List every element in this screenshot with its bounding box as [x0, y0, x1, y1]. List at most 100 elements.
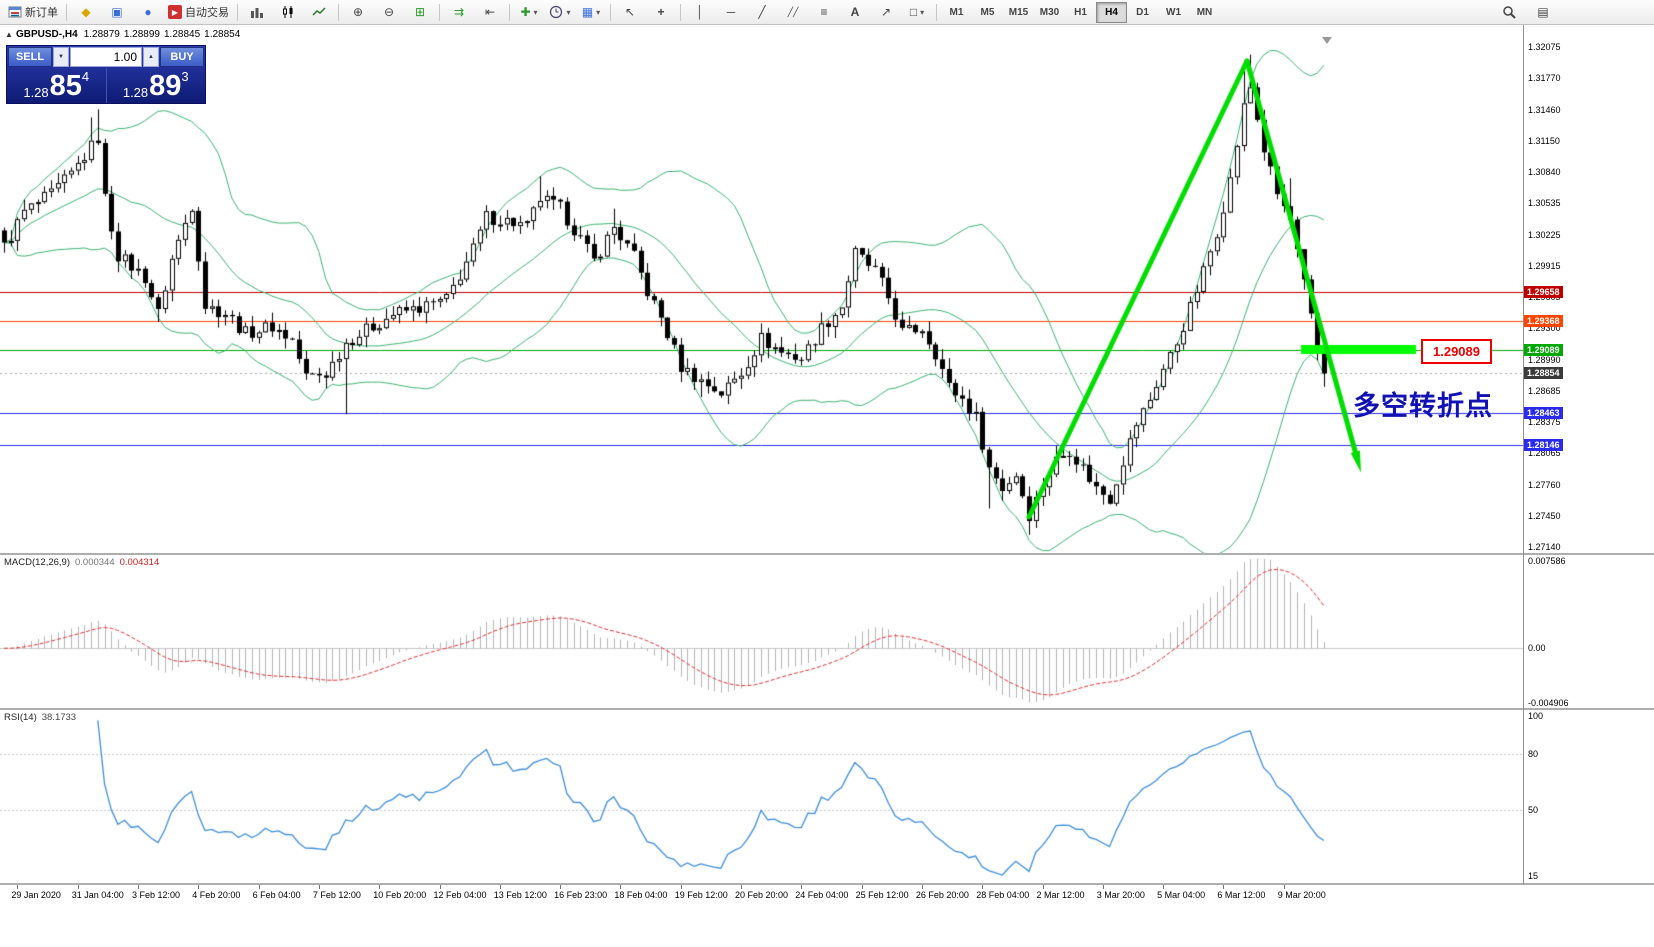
sell-price-big: 85 [49, 70, 82, 102]
data-window-icon: ▤ [1537, 5, 1549, 19]
arrow-tool-icon: ↗ [880, 5, 892, 19]
time-label: 4 Feb 20:00 [192, 890, 241, 900]
line-chart-button[interactable] [304, 1, 334, 24]
panel-separator[interactable] [0, 708, 1654, 710]
timeframe-m1[interactable]: M1 [949, 6, 964, 18]
price-line-tag: 1.29368 [1524, 315, 1563, 328]
auto-scroll-button[interactable]: ⇉ [444, 1, 474, 24]
macd-name: MACD(12,26,9) [4, 557, 70, 568]
time-label: 2 Mar 12:00 [1036, 890, 1085, 900]
terminal-button[interactable]: ▣ [102, 1, 132, 24]
trendline-icon: ╱ [758, 5, 766, 19]
time-label: 3 Mar 20:00 [1096, 890, 1145, 900]
text-tool-icon: A [850, 5, 860, 19]
time-tick-mark [318, 885, 320, 889]
time-tick-mark [499, 885, 501, 889]
price-tick: 1.27760 [1528, 479, 1561, 490]
data-window-button[interactable]: ▤ [1528, 1, 1558, 24]
new-order-label: 新订单 [25, 7, 58, 19]
candlestick-button[interactable] [273, 1, 303, 24]
close-value: 1.28854 [204, 29, 241, 40]
price-tick: 1.27450 [1528, 510, 1561, 521]
panel-separator[interactable] [0, 553, 1654, 555]
volume-input[interactable] [70, 47, 142, 67]
main-chart-canvas[interactable] [0, 25, 1523, 555]
buy-price-sup: 3 [181, 69, 189, 84]
horizontal-line-button[interactable]: ─ [716, 1, 746, 24]
bar-chart-icon [251, 8, 263, 18]
rsi-level: 80 [1528, 748, 1539, 759]
buy-button[interactable]: BUY [160, 47, 204, 67]
crosshair-button[interactable]: + [646, 1, 676, 24]
volume-decrease-button[interactable]: ▼ [53, 47, 69, 67]
time-label: 10 Feb 20:00 [373, 890, 427, 900]
search-icon [1502, 5, 1516, 19]
time-tick-mark [680, 885, 682, 889]
time-tick-mark [138, 885, 139, 889]
price-tick: 1.32075 [1528, 42, 1561, 52]
time-tick-mark [741, 885, 742, 889]
chart-marker-icon: ▲ [5, 30, 13, 39]
sell-button[interactable]: SELL [8, 47, 52, 67]
price-line-tag: 1.28146 [1524, 439, 1563, 452]
bar-chart-button[interactable] [242, 1, 272, 24]
time-label: 26 Feb 20:00 [915, 890, 969, 900]
zoom-in-button[interactable]: ⊕ [343, 1, 373, 24]
chevron-down-icon: ▾ [920, 7, 925, 17]
timeframe-m15[interactable]: M15 [1008, 6, 1029, 18]
community-icon: ● [144, 5, 152, 19]
arrow-tool-button[interactable]: ↗ [871, 1, 901, 24]
search-button[interactable] [1494, 1, 1524, 24]
ohlc-header: GBPUSD-,H4 1.28879 1.28899 1.28845 1.28854 [16, 29, 244, 40]
timeframe-m30[interactable]: M30 [1039, 6, 1060, 18]
new-order-button[interactable]: 新订单 [4, 1, 62, 24]
price-line-tag: 1.29089 [1524, 343, 1563, 356]
shapes-button[interactable]: □ ▾ [902, 1, 932, 24]
chevron-down-icon: ▾ [533, 7, 538, 17]
periods-button[interactable]: ▾ [545, 1, 575, 24]
time-label: 12 Feb 04:00 [433, 890, 487, 900]
chart-shift-button[interactable]: ⇤ [475, 1, 505, 24]
community-button[interactable]: ● [133, 1, 163, 24]
toolbar-separator [509, 3, 510, 21]
cursor-button[interactable]: ↖ [615, 1, 645, 24]
chart-shift-marker[interactable] [1322, 37, 1332, 44]
annotation-text[interactable]: 多空转折点 [1353, 391, 1493, 421]
autotrading-button[interactable]: ▶ 自动交易 [164, 1, 233, 24]
price-callout-label[interactable]: 1.29089 [1421, 339, 1492, 364]
text-tool-button[interactable]: A [840, 1, 870, 24]
timeframe-mn[interactable]: MN [1196, 6, 1213, 18]
zoom-out-icon: ⊖ [383, 5, 395, 19]
macd-canvas[interactable] [0, 555, 1523, 710]
buy-price[interactable]: 1.28 89 3 [107, 68, 206, 103]
time-label: 19 Feb 12:00 [674, 890, 728, 900]
tile-windows-button[interactable]: ⊞ [405, 1, 435, 24]
channel-button[interactable]: ╱╱ [778, 1, 808, 24]
timeframe-h1[interactable]: H1 [1074, 6, 1087, 18]
zoom-out-button[interactable]: ⊖ [374, 1, 404, 24]
toolbar-separator [610, 3, 611, 21]
time-tick-mark [1283, 885, 1285, 889]
time-tick-mark [921, 885, 923, 889]
open-value: 1.28879 [83, 29, 120, 40]
indicators-button[interactable]: ✚ ▾ [514, 1, 544, 24]
timeframe-h4[interactable]: H4 [1096, 1, 1127, 23]
volume-increase-button[interactable]: ▲ [143, 47, 159, 67]
toolbar-separator [936, 3, 937, 21]
metaeditor-button[interactable]: ◆ [71, 1, 101, 24]
templates-button[interactable]: ▦ ▾ [576, 1, 606, 24]
price-axis-border[interactable] [1523, 25, 1524, 885]
timeframe-d1[interactable]: D1 [1136, 6, 1149, 18]
timeframe-w1[interactable]: W1 [1166, 6, 1181, 18]
vertical-line-button[interactable]: │ [685, 1, 715, 24]
toolbar-separator [680, 3, 681, 21]
time-tick-mark [1042, 885, 1044, 889]
fibonacci-button[interactable]: ≡ [809, 1, 839, 24]
rsi-label: RSI(14) 38.1733 [4, 712, 76, 723]
autotrading-label: 自动交易 [185, 7, 229, 19]
timeframe-m5[interactable]: M5 [980, 6, 995, 18]
rsi-canvas[interactable] [0, 710, 1523, 885]
trendline-button[interactable]: ╱ [747, 1, 777, 24]
sell-price[interactable]: 1.28 85 4 [7, 68, 107, 103]
